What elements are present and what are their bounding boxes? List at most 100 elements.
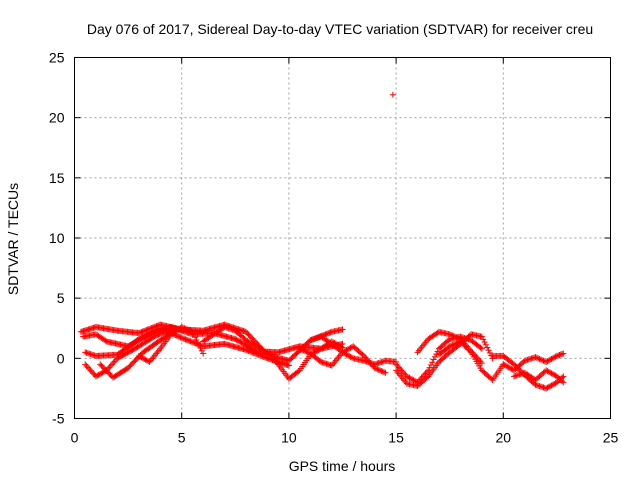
data-point bbox=[131, 358, 138, 365]
data-point bbox=[121, 351, 128, 358]
data-point bbox=[375, 366, 382, 373]
data-point bbox=[429, 359, 436, 366]
data-point bbox=[482, 341, 489, 348]
data-point bbox=[126, 348, 133, 355]
data-point bbox=[448, 342, 455, 349]
data-point bbox=[110, 359, 117, 366]
data-point bbox=[301, 348, 308, 355]
data-point bbox=[450, 333, 457, 340]
x-tick-label: 0 bbox=[71, 430, 79, 446]
data-point bbox=[119, 352, 126, 359]
data-point bbox=[152, 327, 159, 334]
data-point bbox=[248, 334, 255, 341]
data-point bbox=[397, 365, 404, 372]
data-point bbox=[458, 339, 465, 346]
data-point bbox=[478, 333, 485, 340]
data-point bbox=[299, 346, 306, 353]
data-point bbox=[101, 365, 108, 372]
data-point bbox=[246, 332, 253, 339]
data-point bbox=[154, 331, 161, 338]
data-point bbox=[450, 341, 457, 348]
data-point bbox=[300, 347, 307, 354]
data-point bbox=[421, 371, 428, 378]
y-tick-label: -5 bbox=[52, 411, 65, 427]
data-point bbox=[156, 330, 163, 337]
data-point bbox=[234, 337, 241, 344]
data-point bbox=[87, 367, 94, 374]
data-point bbox=[106, 370, 113, 377]
data-point bbox=[456, 339, 463, 346]
data-point bbox=[511, 361, 518, 368]
data-point bbox=[132, 345, 139, 352]
data-point bbox=[537, 356, 544, 363]
grid-lines bbox=[74, 57, 611, 419]
data-point bbox=[465, 346, 472, 353]
data-point bbox=[452, 333, 459, 340]
data-point bbox=[427, 361, 434, 368]
data-point bbox=[348, 354, 355, 361]
data-point bbox=[150, 328, 157, 335]
data-point bbox=[243, 342, 250, 349]
data-point bbox=[125, 348, 132, 355]
data-point bbox=[149, 329, 156, 336]
data-point bbox=[198, 347, 205, 354]
data-point bbox=[532, 354, 539, 361]
data-point bbox=[297, 346, 304, 353]
data-point bbox=[359, 351, 366, 358]
data-point bbox=[194, 339, 201, 346]
data-point bbox=[462, 343, 469, 350]
data-point bbox=[389, 91, 396, 98]
data-point bbox=[107, 371, 114, 378]
data-point bbox=[88, 368, 95, 375]
data-point bbox=[374, 366, 381, 373]
data-point bbox=[197, 345, 204, 352]
data-point bbox=[124, 349, 131, 356]
data-point bbox=[186, 327, 193, 334]
data-point bbox=[102, 337, 109, 344]
data-point bbox=[552, 353, 559, 360]
data-point bbox=[178, 324, 185, 331]
data-point bbox=[133, 344, 140, 351]
data-point bbox=[82, 361, 89, 368]
data-point bbox=[486, 349, 493, 356]
data-point bbox=[560, 379, 567, 386]
data-point bbox=[161, 328, 168, 335]
data-point bbox=[243, 328, 250, 335]
data-point bbox=[238, 339, 245, 346]
data-point bbox=[182, 325, 189, 332]
data-point bbox=[137, 335, 144, 342]
data-point bbox=[127, 362, 134, 369]
x-axis-label: GPS time / hours bbox=[289, 458, 396, 474]
data-point bbox=[116, 353, 123, 360]
data-points bbox=[77, 91, 567, 392]
data-point bbox=[484, 344, 491, 351]
data-point bbox=[200, 350, 207, 357]
data-point bbox=[97, 361, 104, 368]
data-point bbox=[535, 355, 542, 362]
data-point bbox=[189, 328, 196, 335]
x-tick-label: 25 bbox=[603, 430, 619, 446]
data-point bbox=[196, 342, 203, 349]
data-point bbox=[466, 332, 473, 339]
data-point bbox=[193, 336, 200, 343]
data-point bbox=[164, 327, 171, 334]
data-point bbox=[145, 358, 152, 365]
data-point bbox=[157, 325, 164, 332]
y-tick-label: 25 bbox=[49, 50, 65, 66]
data-point bbox=[539, 357, 546, 364]
x-tick-label: 20 bbox=[496, 430, 512, 446]
data-point bbox=[86, 365, 93, 372]
data-point bbox=[233, 336, 240, 343]
data-point bbox=[140, 333, 147, 340]
data-point bbox=[115, 354, 122, 361]
data-point bbox=[395, 364, 402, 371]
data-point bbox=[160, 329, 167, 336]
data-point bbox=[236, 338, 243, 345]
data-point bbox=[449, 332, 456, 339]
data-point bbox=[339, 326, 346, 333]
data-point bbox=[464, 345, 471, 352]
data-point bbox=[107, 362, 114, 369]
y-axis-label: SDTVAR / TECUs bbox=[5, 183, 21, 295]
data-point bbox=[382, 369, 389, 376]
data-point bbox=[536, 355, 543, 362]
